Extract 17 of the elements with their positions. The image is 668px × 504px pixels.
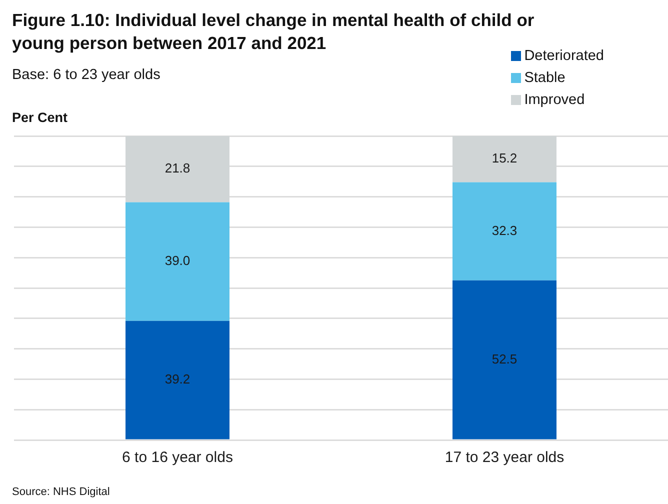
- bar: [126, 320, 230, 440]
- source-note: Source: NHS Digital: [12, 486, 110, 498]
- data-label: 39.0: [164, 253, 190, 268]
- data-label: 32.3: [492, 222, 518, 238]
- legend-label: Improved: [524, 92, 585, 108]
- legend-label: Stable: [524, 70, 566, 86]
- x-tick-label: 6 to 16 year olds: [122, 449, 233, 466]
- chart-subtitle: Base: 6 to 23 year olds: [12, 67, 160, 83]
- bar: [452, 182, 556, 280]
- bar: [126, 202, 230, 321]
- data-label: 15.2: [492, 150, 518, 166]
- x-tick-label: 17 to 23 year olds: [444, 449, 564, 466]
- data-label: 21.8: [164, 160, 190, 176]
- data-label: 52.5: [492, 351, 518, 366]
- bar: [452, 280, 556, 440]
- data-label: 39.2: [164, 372, 190, 387]
- y-axis-title: Per Cent: [12, 110, 68, 125]
